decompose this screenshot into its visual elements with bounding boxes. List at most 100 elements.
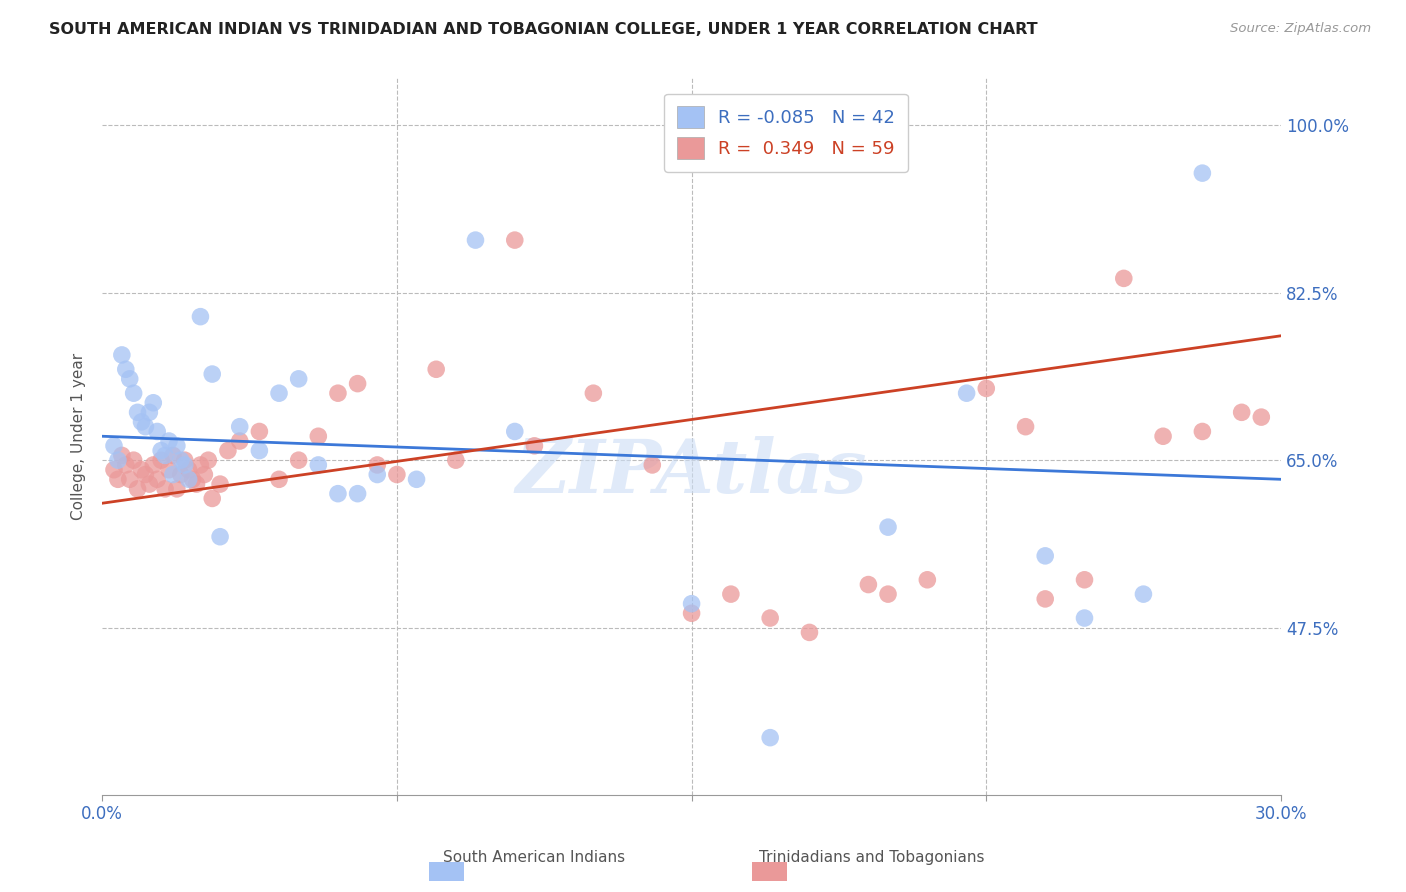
Point <box>107 472 129 486</box>
Point <box>146 425 169 439</box>
Point <box>877 587 900 601</box>
Point <box>1073 573 1095 587</box>
Point <box>681 607 703 621</box>
Point <box>1073 611 1095 625</box>
Point <box>114 362 136 376</box>
Point <box>464 233 486 247</box>
Point <box>366 458 388 472</box>
Point <box>197 453 219 467</box>
Point <box>166 439 188 453</box>
Point <box>157 463 180 477</box>
Point <box>720 587 742 601</box>
Text: Source: ZipAtlas.com: Source: ZipAtlas.com <box>1230 22 1371 36</box>
Text: SOUTH AMERICAN INDIAN VS TRINIDADIAN AND TOBAGONIAN COLLEGE, UNDER 1 YEAR CORREL: SOUTH AMERICAN INDIAN VS TRINIDADIAN AND… <box>49 22 1038 37</box>
Point <box>229 434 252 448</box>
Point <box>503 233 526 247</box>
Point <box>166 482 188 496</box>
Point <box>1033 549 1056 563</box>
Point <box>523 439 546 453</box>
Point <box>877 520 900 534</box>
Point <box>1152 429 1174 443</box>
Point <box>346 376 368 391</box>
Point <box>346 486 368 500</box>
Point <box>111 348 134 362</box>
Point <box>425 362 447 376</box>
Point <box>287 372 309 386</box>
Point <box>385 467 408 482</box>
Point <box>326 386 349 401</box>
Point <box>177 472 200 486</box>
Point <box>1132 587 1154 601</box>
Point <box>326 486 349 500</box>
Point <box>173 453 195 467</box>
Point <box>131 415 153 429</box>
Point <box>170 453 193 467</box>
Point <box>759 731 782 745</box>
Point <box>177 463 200 477</box>
Point <box>287 453 309 467</box>
Point <box>1230 405 1253 419</box>
Point <box>103 439 125 453</box>
Point <box>247 443 270 458</box>
Point <box>1250 410 1272 425</box>
Point <box>122 386 145 401</box>
Point <box>247 425 270 439</box>
Point <box>681 597 703 611</box>
Point <box>173 458 195 472</box>
Point <box>146 472 169 486</box>
Point <box>190 310 212 324</box>
Point <box>307 429 329 443</box>
Point <box>134 419 156 434</box>
Text: Trinidadians and Tobagonians: Trinidadians and Tobagonians <box>759 850 984 865</box>
Point <box>181 472 204 486</box>
Point <box>267 472 290 486</box>
Point <box>142 396 165 410</box>
Point <box>162 449 184 463</box>
Legend: R = -0.085   N = 42, R =  0.349   N = 59: R = -0.085 N = 42, R = 0.349 N = 59 <box>664 94 908 172</box>
Point <box>127 405 149 419</box>
Point <box>641 458 664 472</box>
Point <box>217 443 239 458</box>
Point <box>142 458 165 472</box>
Point <box>193 467 215 482</box>
Text: South American Indians: South American Indians <box>443 850 626 865</box>
Point <box>122 453 145 467</box>
Point <box>103 463 125 477</box>
Point <box>114 458 136 472</box>
Point <box>153 449 176 463</box>
Point <box>1191 166 1213 180</box>
Point <box>503 425 526 439</box>
Point <box>582 386 605 401</box>
Point <box>201 367 224 381</box>
Point <box>127 482 149 496</box>
Point <box>107 453 129 467</box>
Point <box>267 386 290 401</box>
Point <box>118 372 141 386</box>
Point <box>111 449 134 463</box>
Point <box>118 472 141 486</box>
Point <box>799 625 821 640</box>
Point <box>1112 271 1135 285</box>
Point <box>131 463 153 477</box>
Point <box>162 467 184 482</box>
Point <box>150 453 173 467</box>
Point <box>366 467 388 482</box>
Point <box>759 611 782 625</box>
Point <box>153 482 176 496</box>
Point <box>1014 419 1036 434</box>
Point <box>157 434 180 448</box>
Point <box>974 381 997 395</box>
Point <box>190 458 212 472</box>
Point <box>134 467 156 482</box>
Point <box>138 405 160 419</box>
Y-axis label: College, Under 1 year: College, Under 1 year <box>72 352 86 520</box>
Point <box>405 472 427 486</box>
Point <box>956 386 979 401</box>
Point <box>150 443 173 458</box>
Point <box>186 477 208 491</box>
Point <box>1191 425 1213 439</box>
Text: ZIPAtlas: ZIPAtlas <box>516 436 868 508</box>
Point <box>858 577 880 591</box>
Point <box>444 453 467 467</box>
Point <box>1033 591 1056 606</box>
